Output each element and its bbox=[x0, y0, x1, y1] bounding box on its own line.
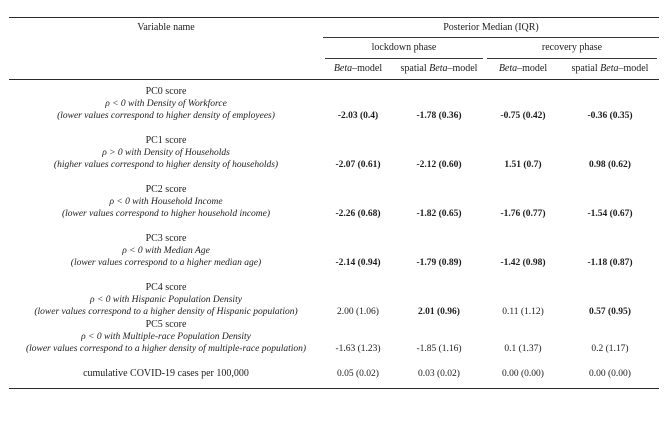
header-row-phases: lockdown phase recovery phase bbox=[9, 38, 659, 59]
table-row-pc5: PC5 score ρ < 0 with Multiple-race Popul… bbox=[9, 319, 659, 355]
variable-correlation: ρ < 0 with Density of Workforce bbox=[105, 99, 227, 109]
model-prefix: spatial bbox=[571, 63, 601, 74]
value-cell: 0.57 (0.95) bbox=[589, 307, 631, 317]
value-cell: -1.42 (0.98) bbox=[500, 258, 546, 268]
variable-description: (lower values correspond to higher densi… bbox=[57, 111, 275, 121]
model-beta-italic: Beta bbox=[600, 63, 619, 74]
value-cell: 0.2 (1.17) bbox=[591, 344, 629, 354]
value-cell: 2.01 (0.96) bbox=[418, 307, 460, 317]
table-body: PC0 score ρ < 0 with Density of Workforc… bbox=[9, 80, 659, 388]
value-cell: -1.78 (0.36) bbox=[416, 111, 462, 121]
variable-title: PC4 score bbox=[145, 282, 187, 293]
variable-name-cell: PC5 score ρ < 0 with Multiple-race Popul… bbox=[9, 319, 323, 355]
variable-title: PC0 score bbox=[145, 86, 187, 97]
variable-description: (lower values correspond to a higher den… bbox=[25, 344, 307, 354]
model-prefix: spatial bbox=[400, 63, 430, 74]
value-cell: 0.03 (0.02) bbox=[418, 369, 460, 379]
table-row-pc0: PC0 score ρ < 0 with Density of Workforc… bbox=[9, 86, 659, 122]
variable-title: cumulative COVID-19 cases per 100,000 bbox=[83, 368, 249, 379]
value-cell: -1.79 (0.89) bbox=[416, 258, 462, 268]
variable-title: PC5 score bbox=[145, 319, 187, 330]
variable-title: PC2 score bbox=[145, 184, 187, 195]
variable-title: PC1 score bbox=[145, 135, 187, 146]
value-cell: 2.00 (1.06) bbox=[337, 307, 379, 317]
value-cell: 0.1 (1.37) bbox=[504, 344, 542, 354]
table-row-covid-cases: cumulative COVID-19 cases per 100,000 0.… bbox=[9, 368, 659, 380]
value-cell: -1.85 (1.16) bbox=[416, 344, 462, 354]
table-header: Variable name Posterior Median (IQR) loc… bbox=[9, 18, 659, 80]
variable-description: (lower values correspond to a higher med… bbox=[70, 258, 262, 268]
value-cell: 0.00 (0.00) bbox=[589, 369, 631, 379]
variable-name-cell: PC0 score ρ < 0 with Density of Workforc… bbox=[9, 86, 323, 122]
model-suffix: –model bbox=[618, 63, 649, 74]
variable-correlation: ρ < 0 with Household Income bbox=[109, 197, 223, 207]
value-cell: -2.03 (0.4) bbox=[337, 111, 379, 121]
value-cell: 0.00 (0.00) bbox=[502, 369, 544, 379]
column-group-recovery-phase: recovery phase bbox=[487, 38, 657, 59]
variable-title: PC3 score bbox=[145, 233, 187, 244]
value-cell: 0.98 (0.62) bbox=[589, 160, 631, 170]
variable-correlation: ρ > 0 with Density of Households bbox=[102, 148, 230, 158]
table-row-pc1: PC1 score ρ > 0 with Density of Househol… bbox=[9, 135, 659, 171]
value-cell: -1.63 (1.23) bbox=[335, 344, 381, 354]
variable-name-cell: PC4 score ρ < 0 with Hispanic Population… bbox=[9, 282, 323, 318]
value-cell: -1.76 (0.77) bbox=[500, 209, 546, 219]
variable-name-cell: PC2 score ρ < 0 with Household Income (l… bbox=[9, 184, 323, 220]
table-row-pc3: PC3 score ρ < 0 with Median Age (lower v… bbox=[9, 233, 659, 269]
value-cell: -1.82 (0.65) bbox=[416, 209, 462, 219]
value-cell: -2.07 (0.61) bbox=[335, 160, 381, 170]
table-row-pc4: PC4 score ρ < 0 with Hispanic Population… bbox=[9, 282, 659, 318]
column-header-beta-model-lockdown: Beta–model bbox=[323, 59, 393, 79]
table-row-pc2: PC2 score ρ < 0 with Household Income (l… bbox=[9, 184, 659, 220]
variable-correlation: ρ < 0 with Hispanic Population Density bbox=[90, 295, 242, 305]
variable-name-cell: cumulative COVID-19 cases per 100,000 bbox=[9, 368, 323, 380]
value-cell: 0.05 (0.02) bbox=[337, 369, 379, 379]
model-beta-italic: Beta bbox=[333, 63, 353, 74]
model-beta-italic: Beta bbox=[498, 63, 518, 74]
variable-description: (lower values correspond to a higher den… bbox=[34, 307, 298, 317]
model-beta-italic: Beta bbox=[429, 63, 448, 74]
value-cell: -1.18 (0.87) bbox=[587, 258, 633, 268]
variable-description: (lower values correspond to higher house… bbox=[61, 209, 271, 219]
column-header-beta-model-recovery: Beta–model bbox=[485, 59, 561, 79]
model-suffix: –model bbox=[447, 63, 478, 74]
column-header-spatial-beta-model-lockdown: spatial Beta–model bbox=[393, 59, 485, 79]
variable-name-cell: PC3 score ρ < 0 with Median Age (lower v… bbox=[9, 233, 323, 269]
header-row-group: Variable name Posterior Median (IQR) bbox=[9, 18, 659, 38]
value-cell: -2.12 (0.60) bbox=[416, 160, 462, 170]
value-cell: -2.14 (0.94) bbox=[335, 258, 381, 268]
variable-description: (higher values correspond to higher dens… bbox=[53, 160, 279, 170]
value-cell: -0.36 (0.35) bbox=[587, 111, 633, 121]
model-suffix: –model bbox=[352, 63, 383, 74]
variable-name-cell: PC1 score ρ > 0 with Density of Househol… bbox=[9, 135, 323, 171]
variable-correlation: ρ < 0 with Multiple-race Population Dens… bbox=[81, 332, 251, 342]
header-row-models: Beta–model spatial Beta–model Beta–model… bbox=[9, 59, 659, 79]
column-header-spatial-beta-model-recovery: spatial Beta–model bbox=[561, 59, 659, 79]
results-table: Variable name Posterior Median (IQR) loc… bbox=[9, 17, 659, 389]
model-suffix: –model bbox=[517, 63, 548, 74]
value-cell: 1.51 (0.7) bbox=[504, 160, 542, 170]
value-cell: 0.11 (1.12) bbox=[502, 307, 544, 317]
value-cell: -0.75 (0.42) bbox=[500, 111, 546, 121]
value-cell: -1.54 (0.67) bbox=[587, 209, 633, 219]
value-cell: -2.26 (0.68) bbox=[335, 209, 381, 219]
variable-correlation: ρ < 0 with Median Age bbox=[122, 246, 210, 256]
column-group-posterior-median: Posterior Median (IQR) bbox=[323, 18, 659, 38]
column-header-variable-name: Variable name bbox=[137, 22, 195, 33]
column-group-lockdown-phase: lockdown phase bbox=[325, 38, 483, 59]
